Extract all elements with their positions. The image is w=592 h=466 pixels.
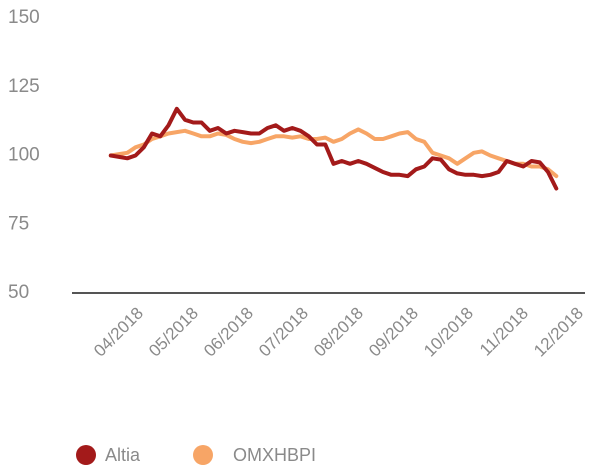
x-tick-label: 04/2018 <box>90 304 147 361</box>
x-tick-label: 07/2018 <box>255 304 312 361</box>
series-line <box>108 106 559 191</box>
legend-label: OMXHBPI <box>233 445 316 465</box>
y-tick-label: 100 <box>8 145 40 166</box>
x-tick-label: 06/2018 <box>200 304 257 361</box>
legend-label: Altia <box>105 445 141 465</box>
x-tick-label: 10/2018 <box>420 304 477 361</box>
y-tick-label: 150 <box>8 7 40 28</box>
legend-marker <box>76 445 96 465</box>
legend-marker <box>193 445 213 465</box>
x-tick-label: 12/2018 <box>530 304 587 361</box>
x-tick-label: 11/2018 <box>476 304 532 360</box>
x-tick-label: 05/2018 <box>145 304 202 361</box>
x-tick-label: 09/2018 <box>365 304 422 361</box>
y-tick-label: 125 <box>8 76 40 97</box>
y-tick-label: 75 <box>8 213 29 234</box>
y-tick-label: 50 <box>8 282 29 303</box>
x-tick-label: 08/2018 <box>310 304 367 361</box>
series-line <box>108 127 559 179</box>
